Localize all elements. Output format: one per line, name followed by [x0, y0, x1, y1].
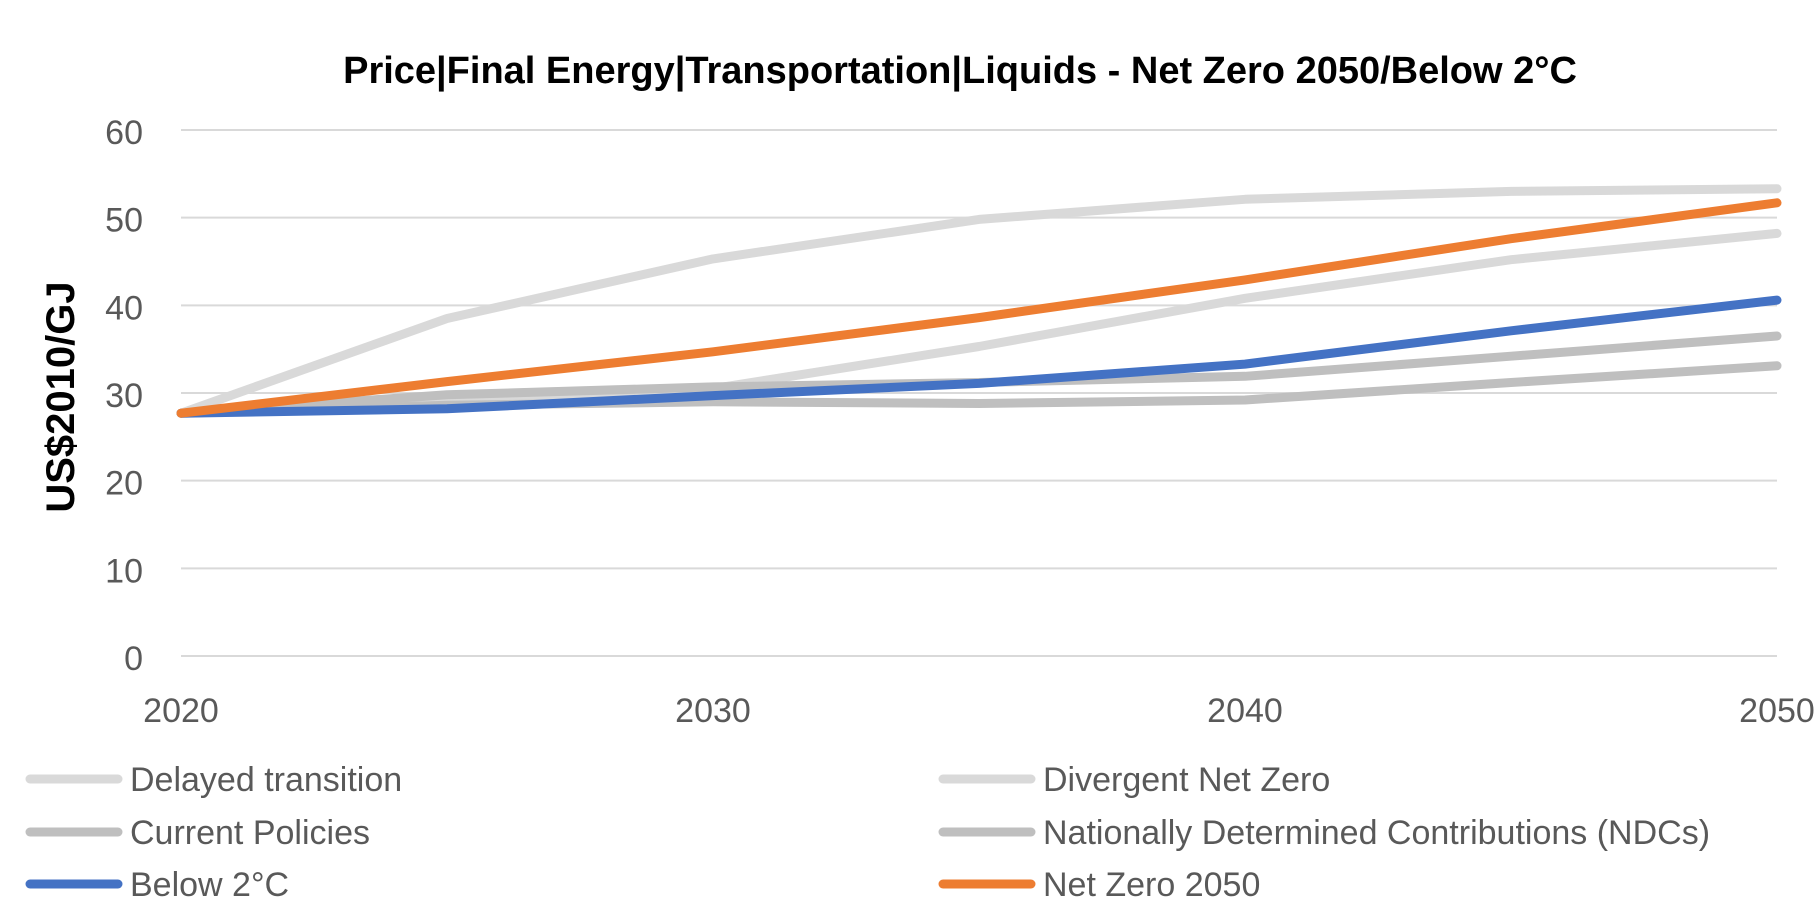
y-tick-label: 60: [105, 114, 143, 152]
series-line-net-zero-2050: [176, 198, 1782, 418]
legend-label: Nationally Determined Contributions (NDC…: [1043, 814, 1710, 852]
x-tick-label: 2050: [1739, 692, 1815, 730]
y-axis-ticks: 0 10 20 30 40 50 60: [105, 114, 143, 678]
legend-label: Divergent Net Zero: [1043, 761, 1330, 799]
chart-title: Price|Final Energy|Transportation|Liquid…: [343, 50, 1577, 92]
y-axis-label: US$2010/GJ: [39, 281, 83, 512]
legend-label: Net Zero 2050: [1043, 866, 1260, 904]
x-tick-label: 2040: [1207, 692, 1283, 730]
x-tick-label: 2020: [143, 692, 219, 730]
y-tick-label: 0: [124, 640, 143, 678]
x-axis-ticks: 2020 2030 2040 2050: [143, 692, 1815, 730]
y-tick-label: 40: [105, 289, 143, 327]
series-line-divergent-net-zero: [176, 228, 1782, 418]
series-lines: [176, 184, 1782, 418]
y-tick-label: 30: [105, 377, 143, 415]
legend: Delayed transition Divergent Net Zero Curr…: [25, 761, 1710, 904]
series-line-below-2-c: [176, 295, 1782, 418]
legend-label: Below 2°C: [130, 866, 289, 904]
series-line-delayed-transition: [176, 184, 1782, 418]
legend-label: Current Policies: [130, 814, 370, 852]
y-tick-label: 10: [105, 552, 143, 590]
x-tick-label: 2030: [675, 692, 751, 730]
y-tick-label: 50: [105, 202, 143, 240]
y-tick-label: 20: [105, 465, 143, 503]
legend-label: Delayed transition: [130, 761, 402, 799]
